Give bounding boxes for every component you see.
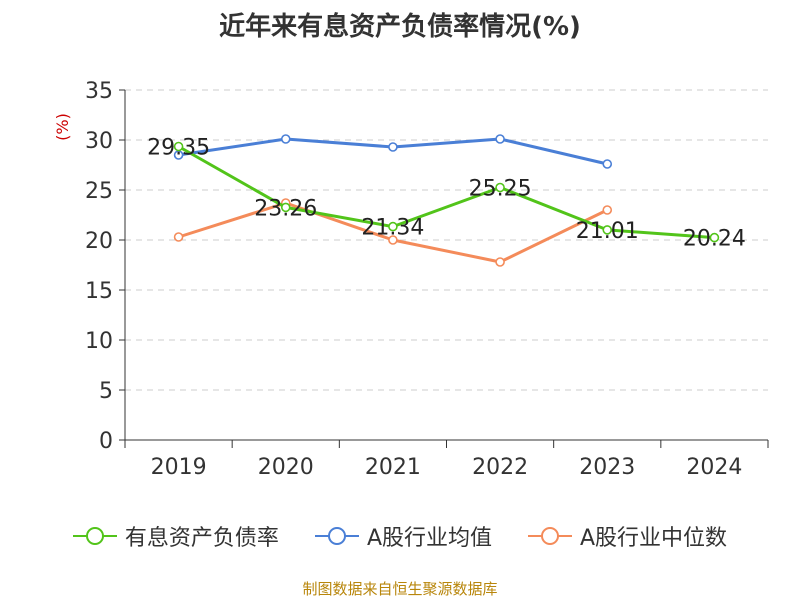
data-point bbox=[602, 225, 613, 235]
legend: 有息资产负债率 A股行业均值 A股行业中位数 bbox=[0, 520, 800, 552]
data-label: 21.34 bbox=[361, 216, 424, 241]
data-point bbox=[388, 221, 398, 232]
y-axis-unit-label: (%) bbox=[53, 113, 72, 141]
legend-marker-icon bbox=[528, 527, 572, 545]
y-tick-label: 5 bbox=[99, 379, 113, 404]
legend-label: A股行业中位数 bbox=[580, 526, 728, 551]
legend-marker-icon bbox=[314, 527, 359, 545]
data-point bbox=[495, 182, 505, 193]
data-label: 23.26 bbox=[254, 196, 317, 221]
y-tick-label: 10 bbox=[85, 329, 113, 354]
x-tick-label: 2024 bbox=[686, 455, 742, 480]
data-point bbox=[709, 232, 720, 243]
data-point bbox=[602, 205, 613, 215]
data-label: 25.25 bbox=[469, 177, 532, 202]
data-point bbox=[495, 257, 505, 267]
data-point bbox=[388, 142, 398, 152]
legend-item[interactable]: A股行业均值 bbox=[314, 520, 492, 552]
legend-marker-circle bbox=[541, 527, 559, 545]
data-point bbox=[495, 134, 505, 144]
x-tick-label: 2019 bbox=[151, 455, 207, 480]
y-tick-label: 20 bbox=[85, 229, 113, 254]
data-point bbox=[602, 159, 613, 169]
data-label: 29.35 bbox=[147, 136, 210, 161]
data-label: 21.01 bbox=[576, 219, 639, 244]
data-label: 20.24 bbox=[683, 227, 746, 252]
legend-label: A股行业均值 bbox=[366, 526, 492, 551]
data-point bbox=[280, 134, 291, 144]
data-point bbox=[173, 141, 184, 152]
data-point bbox=[388, 235, 398, 245]
y-tick-label: 15 bbox=[85, 279, 113, 304]
legend-label: 有息资产负债率 bbox=[124, 526, 279, 551]
data-point bbox=[173, 232, 184, 242]
x-tick-label: 2021 bbox=[365, 455, 421, 480]
legend-item[interactable]: 有息资产负债率 bbox=[72, 520, 279, 552]
grid-lines bbox=[125, 89, 768, 391]
source-note: 制图数据来自恒生聚源数据库 bbox=[302, 580, 498, 598]
x-tick-label: 2020 bbox=[258, 455, 314, 480]
legend-item[interactable]: A股行业中位数 bbox=[528, 520, 727, 552]
x-tick-label: 2023 bbox=[579, 455, 635, 480]
legend-marker-circle bbox=[327, 527, 346, 545]
axes: 0 5 10 15 20 25 30 35 2019 2020 2021 2022 2023 2024 bbox=[85, 79, 769, 480]
data-labels: 29.35 23.26 21.34 25.25 21.01 20.24 bbox=[147, 136, 746, 252]
legend-marker-circle bbox=[85, 527, 104, 545]
legend-marker-icon bbox=[72, 527, 117, 545]
x-tick-label: 2022 bbox=[472, 455, 528, 480]
y-tick-label: 30 bbox=[85, 129, 113, 154]
y-tick-label: 25 bbox=[85, 179, 113, 204]
y-tick-label: 0 bbox=[99, 429, 113, 454]
data-point bbox=[280, 202, 291, 213]
chart-title: 近年来有息资产负债率情况(%) bbox=[219, 12, 581, 42]
series-lines bbox=[173, 134, 720, 267]
y-tick-label: 35 bbox=[85, 79, 113, 104]
series-line bbox=[177, 145, 715, 240]
